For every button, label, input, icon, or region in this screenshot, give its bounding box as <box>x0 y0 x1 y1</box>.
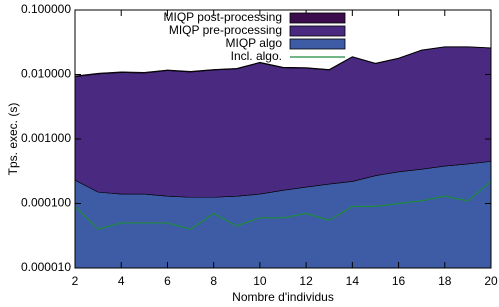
legend-swatch <box>289 38 346 50</box>
x-tick-label: 2 <box>72 274 79 288</box>
x-tick-label: 4 <box>118 274 125 288</box>
y-tick-label: 0.001000 <box>21 131 71 145</box>
x-tick-label: 8 <box>210 274 217 288</box>
legend-label: MIQP post-processing <box>164 10 283 24</box>
x-tick-label: 16 <box>392 274 406 288</box>
line <box>74 180 492 230</box>
x-axis-label: Nombre d'individus <box>232 290 334 304</box>
y-axis-label: Tps. exec. (s) <box>6 103 20 176</box>
legend-label: MIQP algo <box>226 36 283 50</box>
y-tick-label: 0.010000 <box>21 67 71 81</box>
y-tick-label: 0.000010 <box>21 260 71 274</box>
x-tick-label: 6 <box>164 274 171 288</box>
x-tick-label: 20 <box>484 274 498 288</box>
legend-label: MIQP pre-processing <box>169 23 282 37</box>
x-tick-label: 10 <box>253 274 267 288</box>
legend-label: Incl. algo. <box>231 49 282 63</box>
x-tick-label: 12 <box>299 274 313 288</box>
legend-swatch <box>289 12 346 24</box>
legend-swatch <box>289 25 346 37</box>
x-tick-label: 14 <box>346 274 360 288</box>
x-tick-label: 18 <box>438 274 452 288</box>
y-tick-label: 0.000100 <box>21 196 71 210</box>
y-tick-label: 0.100000 <box>21 2 71 16</box>
